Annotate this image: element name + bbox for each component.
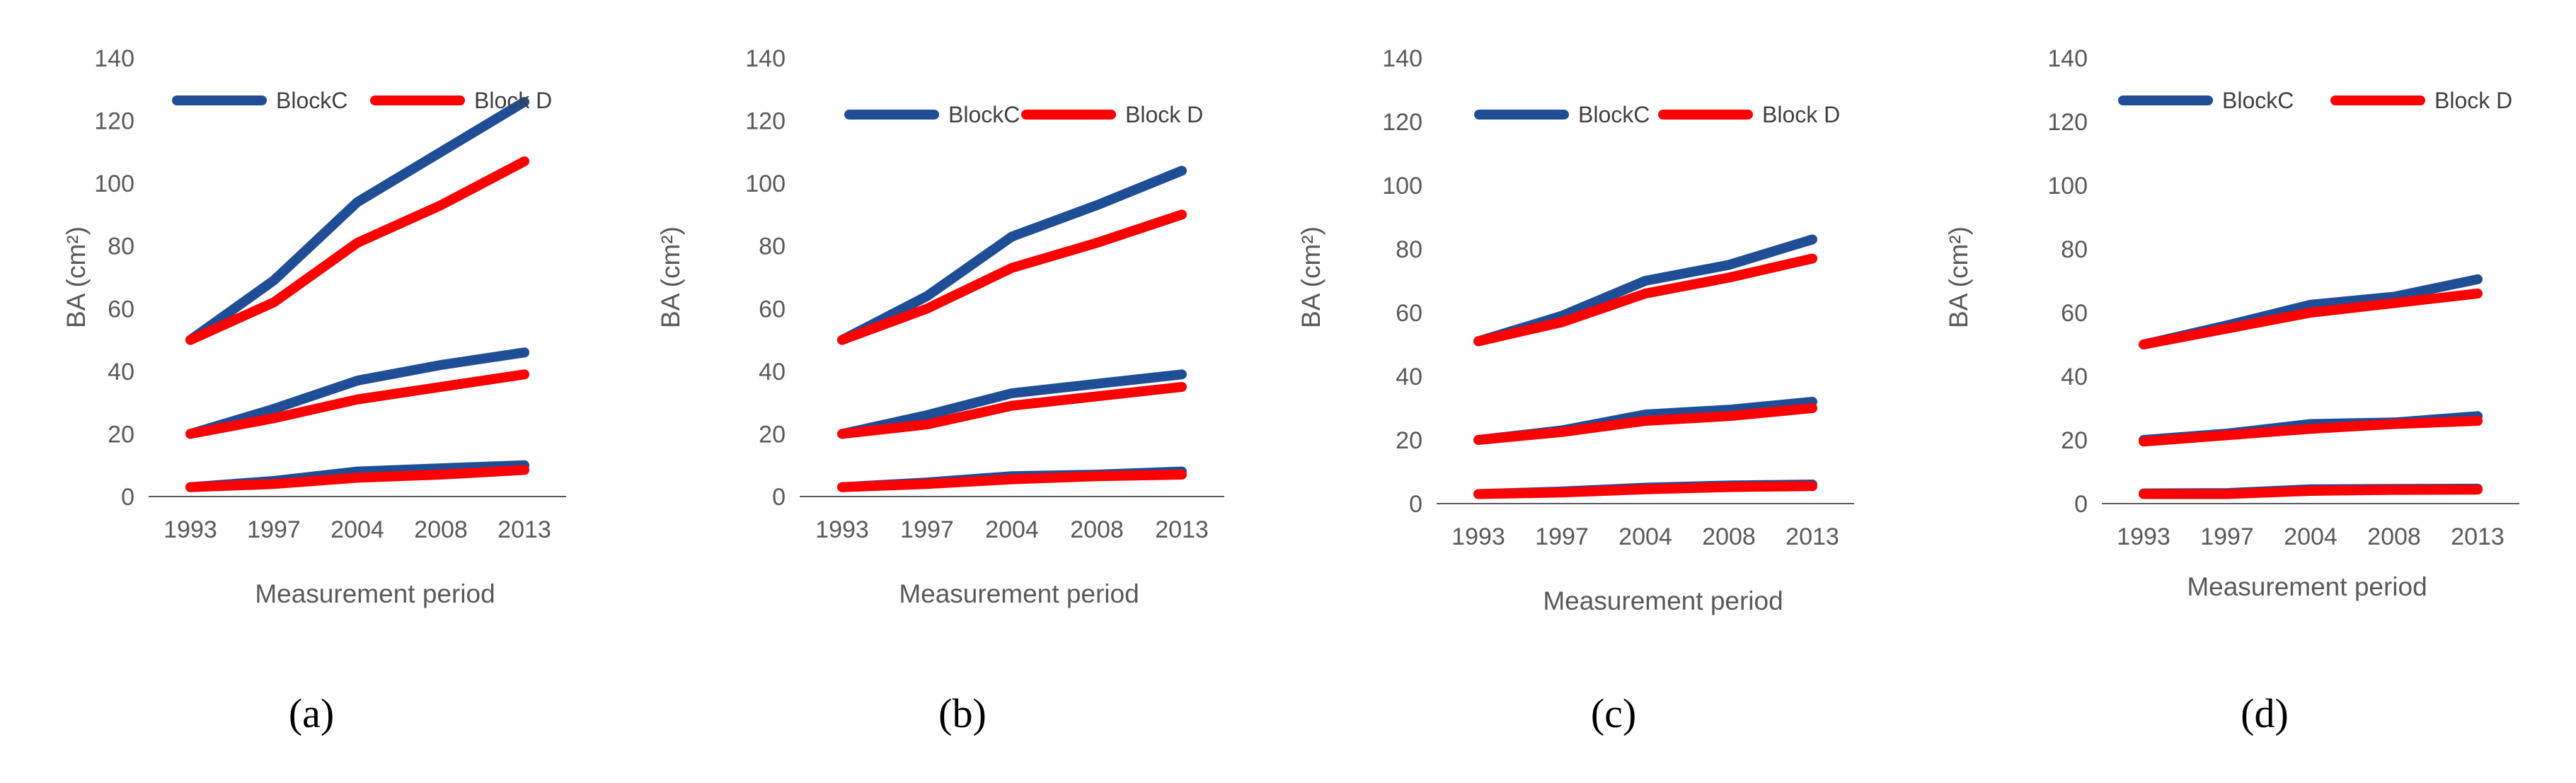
- legend-label: Block D: [2434, 88, 2512, 113]
- y-tick-label: 120: [745, 108, 786, 135]
- chart-panel-c: 0 20 40 60 80 100 120 140 1993 1997 2004 2008 2013 Me…: [1296, 45, 1854, 615]
- chart-panel-a: 0 20 40 60 80 100 120 140 1993 1997 2004 2008 2013 Me…: [62, 45, 566, 608]
- chart-panel-d: 0 20 40 60 80 100 120 140 1993 1997 2004 2008 2013 Me…: [1944, 45, 2519, 601]
- x-tick-label: 1993: [163, 516, 217, 543]
- x-tick-label: 2013: [1786, 523, 1839, 550]
- series-line-blockd-mid: [1473, 403, 1817, 445]
- y-axis-title: BA (cm²): [656, 226, 685, 328]
- y-tick-label: 100: [94, 170, 134, 197]
- y-tick-label: 120: [1382, 109, 1422, 136]
- chart-panel-b: 0 20 40 60 80 100 120 140 1993 1997 2004 2008 2013 Me…: [656, 45, 1224, 608]
- y-tick-label: 0: [1409, 491, 1422, 518]
- legend-label: Block D: [474, 88, 552, 113]
- panel-caption-d: (d): [2241, 690, 2289, 736]
- y-tick-label: 60: [2061, 300, 2088, 327]
- y-axis-title: BA (cm²): [1296, 226, 1326, 328]
- y-tick-label: 20: [1396, 427, 1422, 454]
- y-tick-label: 60: [108, 296, 134, 323]
- y-tick-label: 100: [2047, 173, 2088, 199]
- y-tick-label: 140: [745, 45, 786, 72]
- y-tick-label: 60: [1396, 300, 1422, 327]
- y-tick-label: 140: [2047, 45, 2088, 72]
- y-tick-label: 80: [759, 233, 786, 260]
- x-tick-label: 2013: [2451, 523, 2505, 550]
- x-tick-label: 2008: [414, 516, 468, 543]
- x-tick-label: 2004: [330, 516, 384, 543]
- x-tick-label: 1993: [2117, 523, 2170, 550]
- series-line-blockd-high: [185, 156, 529, 345]
- x-tick-label: 1997: [900, 516, 954, 543]
- y-tick-label: 100: [1382, 173, 1422, 199]
- series-line-blockd-mid: [185, 369, 529, 439]
- legend-label: BlockC: [276, 88, 347, 113]
- series-line-blockc-mid: [185, 347, 529, 439]
- x-tick-label: 1997: [247, 516, 301, 543]
- x-tick-label: 1997: [1535, 523, 1589, 550]
- y-tick-label: 0: [772, 484, 786, 511]
- y-tick-label: 120: [94, 108, 134, 135]
- x-axis-title: Measurement period: [2187, 572, 2427, 601]
- x-tick-label: 2013: [498, 516, 551, 543]
- x-tick-label: 1997: [2200, 523, 2254, 550]
- y-tick-label: 0: [2074, 491, 2088, 518]
- x-tick-label: 2004: [2284, 523, 2338, 550]
- y-tick-label: 80: [2061, 236, 2088, 263]
- legend-label: Block D: [1762, 102, 1840, 127]
- x-tick-label: 1993: [1451, 523, 1505, 550]
- series-line-blockd-mid: [837, 382, 1187, 439]
- y-tick-label: 80: [1396, 236, 1422, 263]
- x-tick-label: 2013: [1155, 516, 1209, 543]
- series-line-blockd-high: [2139, 289, 2483, 349]
- legend-label: BlockC: [1578, 102, 1650, 127]
- y-tick-label: 140: [1382, 45, 1422, 72]
- series-line-blockd-high: [1473, 253, 1817, 347]
- x-tick-label: 2008: [1702, 523, 1756, 550]
- x-axis-title: Measurement period: [899, 579, 1139, 608]
- y-axis-title: BA (cm²): [62, 226, 91, 328]
- y-tick-label: 140: [94, 45, 134, 72]
- y-tick-label: 80: [108, 233, 134, 260]
- series-line-blockc-high: [185, 97, 529, 345]
- y-tick-label: 20: [108, 421, 134, 448]
- legend-label: BlockC: [948, 102, 1020, 127]
- series-line-blockd-low: [185, 465, 529, 492]
- y-tick-label: 40: [108, 359, 134, 385]
- panel-caption-c: (c): [1590, 690, 1637, 736]
- x-tick-label: 2004: [985, 516, 1039, 543]
- x-axis-title: Measurement period: [1543, 586, 1783, 615]
- y-tick-label: 0: [121, 484, 134, 511]
- x-axis-title: Measurement period: [255, 579, 495, 608]
- legend-label: Block D: [1125, 102, 1203, 127]
- series-line-blockd-low: [2139, 485, 2483, 499]
- y-tick-label: 40: [1396, 364, 1422, 390]
- panel-caption-b: (b): [938, 690, 987, 736]
- series-line-blockd-mid: [2139, 416, 2483, 447]
- series-line-blockd-low: [837, 470, 1187, 492]
- x-tick-label: 2008: [1070, 516, 1124, 543]
- x-tick-label: 1993: [815, 516, 869, 543]
- y-tick-label: 20: [759, 421, 786, 448]
- y-tick-label: 100: [745, 170, 786, 197]
- y-tick-label: 120: [2047, 109, 2088, 136]
- series-line-blockc-high: [837, 166, 1187, 345]
- x-tick-label: 2004: [1618, 523, 1672, 550]
- y-axis-title: BA (cm²): [1944, 226, 1973, 328]
- series-line-blockd-low: [1473, 481, 1817, 499]
- series-line-blockc-mid: [837, 369, 1187, 439]
- x-tick-label: 2008: [2367, 523, 2421, 550]
- legend-label: BlockC: [2222, 88, 2294, 113]
- y-tick-label: 40: [2061, 364, 2088, 390]
- panel-caption-a: (a): [288, 690, 335, 736]
- y-tick-label: 40: [759, 359, 786, 385]
- series-line-blockd-high: [837, 209, 1187, 345]
- y-tick-label: 60: [759, 296, 786, 323]
- y-tick-label: 20: [2061, 427, 2088, 454]
